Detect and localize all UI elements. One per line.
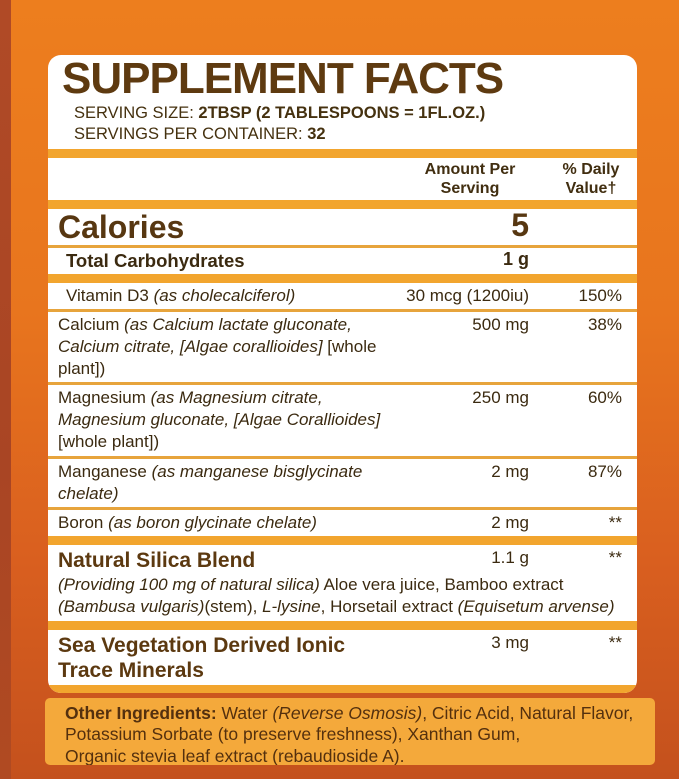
calories-row: Calories 5 [48, 209, 637, 245]
blend-amount: 1.1 g [491, 547, 529, 567]
text-segment: Vitamin D3 [66, 285, 154, 305]
daily-value-header: % Daily Value† [562, 160, 620, 198]
text-segment: [whole plant]) [58, 432, 160, 452]
text-segment: Aloe vera juice, Bamboo extract [323, 575, 564, 595]
other-ingredients-panel: Other Ingredients: Water (Reverse Osmosi… [45, 698, 655, 765]
divider-line [48, 506, 637, 510]
left-edge-strip [0, 0, 11, 779]
nutrient-amount: 250 mg [472, 388, 529, 408]
carbohydrates-row: Total Carbohydrates 1 g [48, 248, 637, 274]
nutrient-name: Magnesium (as Magnesium citrate, Magnesi… [48, 385, 395, 455]
text-segment: , Horsetail extract [320, 597, 458, 617]
carbohydrates-value: 1 g [502, 248, 529, 269]
serving-info: SERVING SIZE: 2TBSP (2 TABLESPOONS = 1FL… [74, 103, 637, 145]
text-segment: Water [221, 703, 273, 723]
blend-row: Sea Vegetation Derived Ionic Trace Miner… [48, 630, 637, 684]
calories-value: 5 [511, 207, 529, 244]
blend-description: (Providing 100 mg of natural silica) Alo… [48, 574, 637, 621]
blend-table: Natural Silica Blend 1.1 g ** (Providing 10… [48, 545, 637, 693]
divider-line [48, 455, 637, 459]
divider-bar [48, 684, 637, 693]
nutrient-row: Boron (as boron glycinate chelate) 2 mg ** [48, 510, 637, 536]
text-segment: (Reverse Osmosis) [272, 703, 423, 723]
servings-per-container-line: SERVINGS PER CONTAINER: 32 [74, 124, 637, 145]
blend-dv: ** [608, 547, 622, 567]
divider-bar [48, 200, 637, 210]
blend-amount: 3 mg [491, 633, 529, 653]
nutrient-amount: 2 mg [491, 512, 529, 532]
nutrient-row: Magnesium (as Magnesium citrate, Magnesi… [48, 385, 637, 455]
text-segment: Calcium [58, 315, 125, 335]
text-segment: L-lysine [262, 597, 321, 617]
nutrient-table: Vitamin D3 (as cholecalciferol) 30 mcg (1… [48, 283, 637, 545]
blend-row: Natural Silica Blend 1.1 g ** [48, 545, 637, 574]
divider-bar [48, 273, 637, 283]
carbohydrates-label: Total Carbohydrates [66, 249, 245, 271]
nutrient-name: Vitamin D3 (as cholecalciferol) [48, 283, 395, 309]
text-segment: (Bambusa vulgaris) [58, 597, 205, 617]
divider-line [48, 309, 637, 313]
serving-size-line: SERVING SIZE: 2TBSP (2 TABLESPOONS = 1FL… [74, 103, 637, 124]
text-segment: (stem), [204, 597, 263, 617]
blend-name: Natural Silica Blend [58, 548, 256, 572]
nutrient-row: Calcium (as Calcium lactate gluconate, C… [48, 312, 637, 382]
divider-bar [48, 535, 637, 545]
text-segment: , Citric Acid, Natural Flavor, Potassium… [65, 703, 634, 765]
divider-bar [48, 148, 637, 158]
nutrient-name: Manganese (as manganese bisglycinate che… [48, 459, 395, 507]
serving-size-label: SERVING SIZE: [74, 104, 194, 122]
panel-title: SUPPLEMENT FACTS [62, 55, 504, 103]
text-segment: (as Calcium lactate gluconate, Calcium c… [58, 315, 352, 357]
nutrient-row: Vitamin D3 (as cholecalciferol) 30 mcg (1… [48, 283, 637, 309]
divider-bar [48, 621, 637, 631]
column-header-row: Amount Per Serving % Daily Value† [48, 158, 637, 200]
text-segment: Manganese [58, 461, 152, 481]
divider-line [48, 382, 637, 386]
servings-label: SERVINGS PER CONTAINER: [74, 124, 303, 143]
nutrient-name: Calcium (as Calcium lactate gluconate, C… [48, 312, 395, 382]
nutrient-dv: 150% [578, 285, 622, 305]
text-segment: (Equisetum arvense) [457, 597, 615, 617]
blend-name: Sea Vegetation Derived Ionic Trace Miner… [58, 634, 346, 683]
text-segment: Other Ingredients: [65, 703, 222, 723]
serving-size-value: 2TBSP (2 TABLESPOONS = 1FL.OZ.) [198, 104, 486, 122]
nutrient-dv: ** [608, 512, 622, 532]
amount-per-serving-header: Amount Per Serving [424, 160, 516, 198]
blend-dv: ** [608, 633, 622, 653]
nutrient-name: Boron (as boron glycinate chelate) [48, 510, 395, 536]
text-segment: Magnesium [58, 388, 151, 408]
supplement-facts-panel: SUPPLEMENT FACTS SERVING SIZE: 2TBSP (2 … [48, 55, 637, 693]
nutrient-amount: 2 mg [491, 461, 529, 481]
text-segment: (as manganese bisglycinate chelate) [58, 461, 363, 503]
text-segment: (as boron glycinate chelate) [108, 512, 317, 532]
text-segment: (as Magnesium citrate, Magnesium glucona… [58, 388, 381, 430]
nutrient-dv: 38% [587, 315, 622, 335]
nutrient-dv: 60% [587, 388, 622, 408]
calories-label: Calories [58, 209, 185, 246]
servings-value: 32 [307, 124, 326, 143]
nutrient-row: Manganese (as manganese bisglycinate che… [48, 459, 637, 507]
text-segment: (as cholecalciferol) [153, 285, 296, 305]
nutrient-dv: 87% [587, 461, 622, 481]
text-segment: Boron [58, 512, 109, 532]
divider-line [48, 244, 637, 248]
nutrient-amount: 30 mcg (1200iu) [406, 285, 529, 305]
nutrient-amount: 500 mg [472, 315, 529, 335]
text-segment: [whole plant]) [58, 337, 377, 379]
text-segment: (Providing 100 mg of natural silica) [58, 575, 320, 595]
